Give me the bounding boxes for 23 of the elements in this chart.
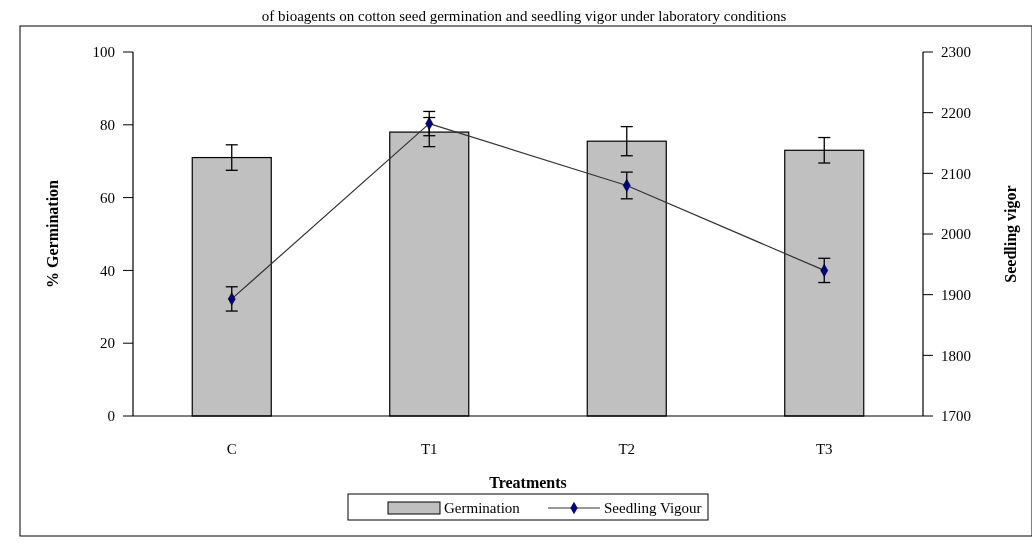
x-tick-label: C: [226, 441, 237, 457]
legend-label: Seedling Vigour: [604, 500, 702, 517]
y2-axis-title: Seedling vigor: [1002, 185, 1020, 283]
y2-tick-label: 1800: [941, 347, 971, 364]
y2-tick-label: 2000: [941, 226, 971, 243]
y2-tick-label: 2300: [941, 44, 971, 61]
x-tick-label: T2: [618, 441, 636, 457]
y-tick-label: 0: [107, 408, 115, 425]
x-tick-label: T1: [420, 441, 438, 457]
y-tick-label: 80: [100, 117, 115, 134]
y2-tick-label: 2100: [941, 165, 971, 182]
y-tick-label: 100: [92, 44, 115, 61]
y2-tick-label: 1700: [941, 408, 971, 425]
y-axis-title: % Germination: [44, 179, 61, 288]
legend-label: Germination: [444, 500, 521, 517]
y-tick-label: 20: [100, 335, 115, 352]
x-axis-title: Treatments: [489, 474, 567, 491]
y2-tick-label: 1900: [941, 286, 971, 303]
chart-title: of bioagents on cotton seed germination and seedling vigor under laboratory conditions: [261, 8, 787, 24]
y-tick-label: 40: [100, 262, 115, 279]
x-tick-label: T3: [815, 441, 833, 457]
y2-tick-label: 2200: [941, 104, 971, 121]
y-tick-label: 60: [100, 189, 115, 206]
